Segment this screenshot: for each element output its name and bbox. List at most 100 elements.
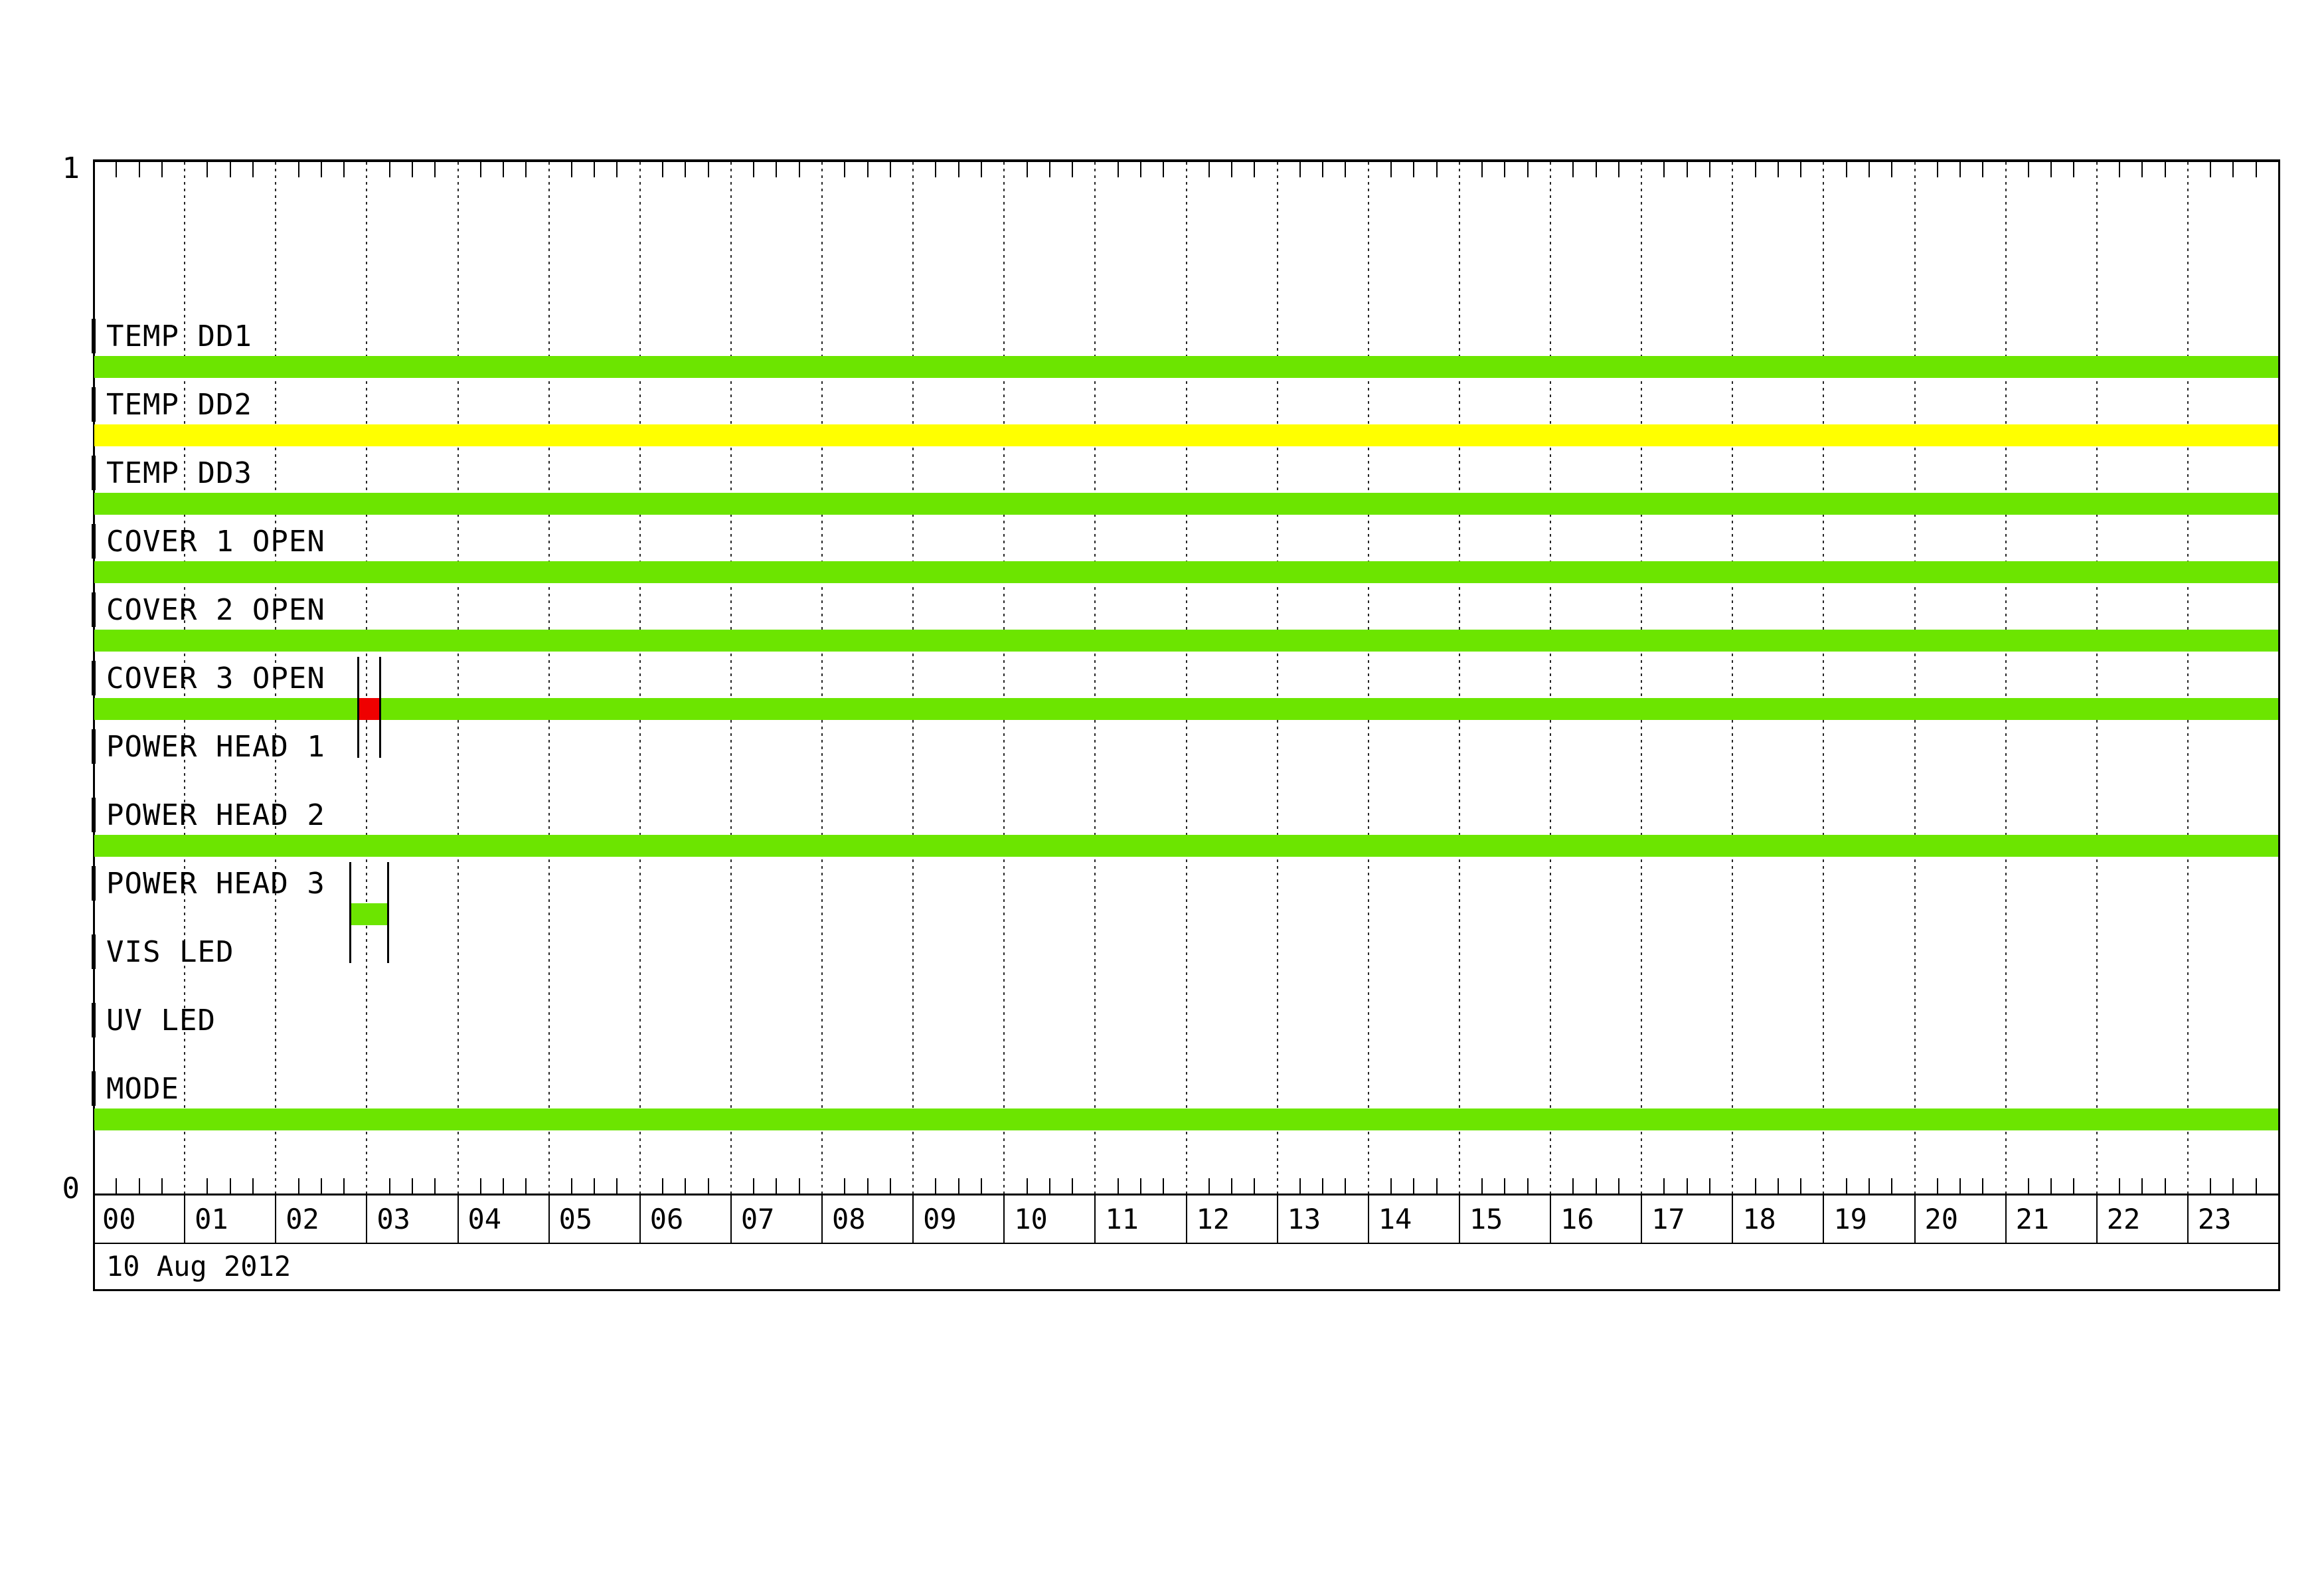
top-axis-minor-tick [252, 162, 254, 177]
hour-gridline [1003, 162, 1005, 1194]
bottom-axis-minor-tick [503, 1178, 505, 1194]
bottom-axis-minor-tick [1800, 1178, 1802, 1194]
bottom-axis-minor-tick [2073, 1178, 2075, 1194]
hour-cell: 10 [1003, 1196, 1094, 1243]
bottom-axis-minor-tick [1618, 1178, 1619, 1194]
bottom-axis-minor-tick [1572, 1178, 1574, 1194]
top-axis-minor-tick [2027, 162, 2029, 177]
bottom-axis-minor-tick [1868, 1178, 1870, 1194]
bottom-axis-minor-tick [411, 1178, 413, 1194]
hour-cell: 03 [366, 1196, 457, 1243]
top-axis-minor-tick [1800, 162, 1802, 177]
hour-label: 19 [1833, 1203, 1867, 1235]
bottom-axis-minor-tick [798, 1178, 800, 1194]
status-bar-segment [94, 561, 2278, 583]
top-axis-minor-tick [297, 162, 299, 177]
hour-cell: 14 [1367, 1196, 1459, 1243]
hour-gridline [548, 162, 550, 1194]
hour-label: 15 [1469, 1203, 1503, 1235]
hour-gridline [2005, 162, 2007, 1194]
top-axis-minor-tick [343, 162, 345, 177]
bottom-axis-minor-tick [1663, 1178, 1665, 1194]
bottom-axis-minor-tick [1527, 1178, 1529, 1194]
hour-label: 00 [102, 1203, 136, 1235]
bottom-axis-minor-tick [1048, 1178, 1050, 1194]
row-label: POWER HEAD 1 [106, 730, 325, 764]
bottom-axis-minor-tick [685, 1178, 687, 1194]
bottom-axis-minor-tick [776, 1178, 778, 1194]
bottom-axis-minor-tick [138, 1178, 140, 1194]
status-bar-segment [94, 835, 2278, 857]
bottom-axis-minor-tick [1982, 1178, 1984, 1194]
bottom-axis-minor-tick [207, 1178, 208, 1194]
bottom-axis-minor-tick [1436, 1178, 1438, 1194]
bottom-axis-minor-tick [116, 1178, 118, 1194]
bottom-axis-minor-tick [1299, 1178, 1301, 1194]
hour-cell: 17 [1641, 1196, 1732, 1243]
top-axis-minor-tick [798, 162, 800, 177]
bottom-axis-minor-tick [1163, 1178, 1165, 1194]
top-axis-minor-tick [980, 162, 982, 177]
top-axis-minor-tick [1708, 162, 1710, 177]
hour-gridline [1732, 162, 1734, 1194]
hour-gridline [912, 162, 914, 1194]
row-axis-tick [92, 934, 96, 969]
bottom-axis-minor-tick [1595, 1178, 1597, 1194]
hour-label: 08 [832, 1203, 866, 1235]
hour-label: 22 [2106, 1203, 2141, 1235]
bottom-axis-minor-tick [388, 1178, 390, 1194]
top-axis-minor-tick [685, 162, 687, 177]
hour-gridline [184, 162, 186, 1194]
bottom-axis-minor-tick [1686, 1178, 1688, 1194]
top-axis-minor-tick [1072, 162, 1074, 177]
hour-label: 18 [1742, 1203, 1776, 1235]
hour-label: 12 [1196, 1203, 1230, 1235]
top-axis-minor-tick [2210, 162, 2212, 177]
hour-gridline [2096, 162, 2098, 1194]
status-bar-segment [94, 424, 2278, 446]
hour-row-bottom-border [93, 1243, 2280, 1244]
top-axis-minor-tick [2141, 162, 2143, 177]
bottom-axis-minor-tick [594, 1178, 596, 1194]
bottom-axis-minor-tick [889, 1178, 891, 1194]
top-axis-minor-tick [707, 162, 709, 177]
row-label: COVER 3 OPEN [106, 662, 325, 695]
bottom-axis-minor-tick [2232, 1178, 2234, 1194]
top-axis-minor-tick [1322, 162, 1324, 177]
hour-cell: 06 [639, 1196, 730, 1243]
hour-cell: 00 [93, 1196, 184, 1243]
hour-cell: 07 [730, 1196, 821, 1243]
bottom-axis-minor-tick [616, 1178, 618, 1194]
event-marker-line [387, 862, 390, 963]
top-axis-minor-tick [229, 162, 231, 177]
status-bar-segment [351, 903, 388, 925]
bottom-axis-minor-tick [2050, 1178, 2052, 1194]
event-marker-line [349, 862, 351, 963]
top-axis-minor-tick [2255, 162, 2257, 177]
bottom-axis-minor-tick [1504, 1178, 1506, 1194]
bottom-axis-minor-tick [229, 1178, 231, 1194]
plot-border-left [93, 159, 95, 1290]
bottom-axis-minor-tick [980, 1178, 982, 1194]
bottom-axis-minor-tick [434, 1178, 436, 1194]
top-axis-minor-tick [207, 162, 208, 177]
top-axis-minor-tick [1595, 162, 1597, 177]
hour-cell: 12 [1185, 1196, 1277, 1243]
bottom-axis-minor-tick [570, 1178, 572, 1194]
row-label: COVER 1 OPEN [106, 525, 325, 559]
top-axis-minor-tick [1777, 162, 1779, 177]
row-axis-tick [92, 798, 96, 832]
bottom-axis-minor-tick [753, 1178, 755, 1194]
status-bar-segment [380, 698, 2278, 720]
top-axis-minor-tick [388, 162, 390, 177]
top-axis-minor-tick [1982, 162, 1984, 177]
top-axis-minor-tick [1959, 162, 1961, 177]
hour-gridline [1276, 162, 1278, 1194]
top-axis-minor-tick [1299, 162, 1301, 177]
row-axis-tick [92, 456, 96, 490]
row-label: VIS LED [106, 935, 234, 969]
hour-gridline [275, 162, 277, 1194]
hour-cell: 13 [1276, 1196, 1368, 1243]
top-axis-minor-tick [594, 162, 596, 177]
